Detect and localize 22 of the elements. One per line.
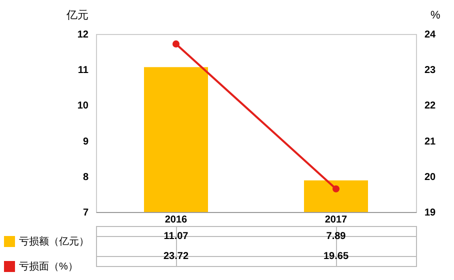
y2-tick-label: 20 bbox=[424, 172, 436, 183]
y-tick-label: 9 bbox=[82, 136, 89, 148]
y-tick-label: 8 bbox=[82, 172, 89, 183]
y-tick-label: 11 bbox=[78, 65, 89, 76]
y2-tick-label: 19 bbox=[424, 208, 436, 218]
y2-tick-label: 23 bbox=[424, 65, 436, 76]
x-tick-label: 2016 bbox=[164, 214, 188, 226]
data-label: 19.65 bbox=[323, 251, 349, 262]
y2-tick-label: 24 bbox=[424, 30, 436, 40]
y-tick-label: 7 bbox=[82, 208, 89, 218]
y2-axis-title: % bbox=[430, 10, 440, 22]
y2-tick-label: 21 bbox=[424, 136, 436, 148]
y-tick-label: 10 bbox=[77, 100, 89, 112]
y-axis-title: 亿元 bbox=[66, 10, 88, 22]
legend-label: 亏损额（亿元） bbox=[19, 236, 89, 248]
data-label: 7.89 bbox=[326, 231, 346, 242]
y2-tick-label: 22 bbox=[424, 100, 436, 112]
data-label: 23.72 bbox=[163, 251, 189, 262]
x-tick-label: 2017 bbox=[324, 214, 348, 226]
legend-label: 亏损面（%） bbox=[19, 260, 78, 272]
y-tick-label: 12 bbox=[77, 30, 89, 40]
data-label: 11.07 bbox=[164, 231, 189, 242]
